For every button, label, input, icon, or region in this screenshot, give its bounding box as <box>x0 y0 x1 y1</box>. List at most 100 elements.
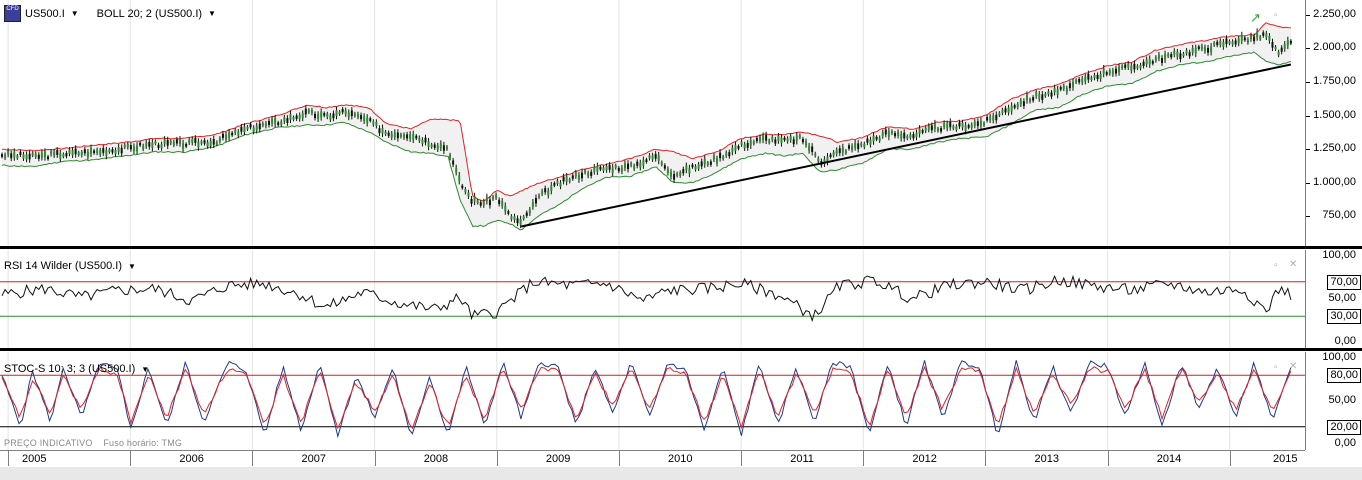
price-candle-body <box>584 170 587 173</box>
price-candle-body <box>1182 53 1185 57</box>
price-candle-body <box>841 147 844 153</box>
price-candle-body <box>1249 35 1252 40</box>
pane-separator[interactable] <box>0 348 1362 351</box>
price-candle-body <box>556 180 559 184</box>
price-candle-body <box>921 130 924 133</box>
price-candle-body <box>1050 92 1053 97</box>
price-candle-body <box>1056 89 1059 95</box>
price-candle-body <box>826 156 829 162</box>
pane-separator[interactable] <box>0 246 1362 249</box>
price-candle-body <box>789 136 792 141</box>
price-candle-body <box>507 211 510 214</box>
time-axis[interactable]: 2005 2006 2007 2008 2009 2010 2011 2012 2013 2014… <box>0 450 1305 468</box>
price-candle-body <box>669 171 672 177</box>
price-candle-body <box>762 135 765 141</box>
price-candle-body <box>498 199 501 204</box>
price-candle-body <box>835 149 838 154</box>
price-candle-body <box>249 124 252 128</box>
price-candle-body <box>1010 105 1013 112</box>
price-candle-body <box>89 148 92 154</box>
price-candle-body <box>688 168 691 174</box>
price-candle-body <box>86 151 89 157</box>
rsi-close-icon[interactable]: ✕ <box>1289 259 1298 270</box>
price-candle-body <box>986 117 989 121</box>
price-candle-body <box>289 114 292 120</box>
price-candle-body <box>295 115 298 119</box>
price-candle-body <box>363 116 366 122</box>
price-candle-body <box>568 179 571 182</box>
price-candle-body <box>817 158 820 162</box>
symbol-dropdown-icon[interactable]: ▼ <box>70 9 79 18</box>
rsi-y-axis: 100,00 70,00 50,00 30,00 0,00 <box>1306 249 1362 348</box>
x-tick-mark <box>618 451 620 466</box>
price-candle-body <box>795 135 798 142</box>
x-tick-mark <box>741 451 743 466</box>
price-candle-body <box>1025 94 1028 101</box>
x-tick-label: 2006 <box>179 453 204 465</box>
price-candle-body <box>307 109 310 113</box>
price-candle-body <box>970 124 973 128</box>
price-candle-body <box>958 122 961 127</box>
price-candle-body <box>700 161 703 167</box>
price-candle-body <box>1157 54 1160 59</box>
stoch-close-icon[interactable]: ✕ <box>1289 361 1298 372</box>
price-candle-body <box>246 126 249 130</box>
horizontal-scrollbar[interactable] <box>0 467 1362 480</box>
price-candle-body <box>679 172 682 176</box>
stoch-restore-icon[interactable]: ▫ <box>1274 362 1278 373</box>
price-candle-body <box>1222 41 1225 47</box>
price-candle-body <box>492 196 495 200</box>
price-candle-body <box>74 148 77 155</box>
price-candle-body <box>283 117 286 122</box>
price-candle-body <box>746 142 749 148</box>
x-tick-mark <box>985 451 987 466</box>
price-candle-body <box>1259 36 1262 40</box>
price-candle-body <box>786 138 789 142</box>
price-candle-body <box>7 150 10 155</box>
price-candle-body <box>452 160 455 165</box>
rsi-dropdown-icon[interactable]: ▼ <box>127 261 136 271</box>
price-candle-body <box>979 120 982 127</box>
price-candle-body <box>31 152 34 156</box>
rsi-title[interactable]: RSI 14 Wilder (US500.I) <box>4 260 122 272</box>
price-candle-body <box>811 146 814 153</box>
price-candle-body <box>261 123 264 126</box>
price-candle-body <box>930 125 933 131</box>
price-candle-body <box>623 163 626 169</box>
price-pane[interactable]: CFD US500.I ▼ BOLL 20; 2 (US500.I) ▼ ↗ ▫ <box>0 0 1306 246</box>
restore-icon[interactable]: ▫ <box>1274 10 1278 21</box>
price-candle-body <box>274 118 277 124</box>
price-candle-body <box>71 150 74 156</box>
rsi-restore-icon[interactable]: ▫ <box>1274 260 1278 271</box>
price-candle-body <box>648 155 651 159</box>
price-candle-body <box>758 136 761 141</box>
price-candle-body <box>946 123 949 129</box>
price-candle-body <box>1096 74 1099 80</box>
stoch-pane[interactable]: STOC-S 10; 3; 3 (US500.I) ▼ ▫ ✕ <box>0 352 1306 450</box>
price-candle-body <box>228 132 231 138</box>
price-candle-body <box>1111 70 1114 75</box>
overlay-label[interactable]: BOLL 20; 2 (US500.I) <box>96 7 203 20</box>
price-candle-body <box>105 150 108 156</box>
price-candle-body <box>1194 48 1197 54</box>
stoch-dropdown-icon[interactable]: ▼ <box>141 364 150 374</box>
price-candle-body <box>1243 37 1246 41</box>
price-y-tick: 2.250,00 <box>1313 7 1356 20</box>
price-y-axis: 2.250,00 2.000,00 1.750,00 1.500,00 1.250,00… <box>1306 0 1362 246</box>
stoch-title[interactable]: STOC-S 10; 3; 3 (US500.I) <box>4 363 136 375</box>
price-candle-body <box>627 163 630 170</box>
rsi-pane[interactable]: RSI 14 Wilder (US500.I) ▼ ▫ ✕ <box>0 250 1306 348</box>
overlay-dropdown-icon[interactable]: ▼ <box>208 9 216 18</box>
price-candle-body <box>906 136 909 139</box>
price-candle-body <box>973 121 976 126</box>
price-candle-body <box>399 134 402 137</box>
price-candle-body <box>1059 86 1062 90</box>
price-y-tick: 1.250,00 <box>1313 142 1356 155</box>
price-candle-body <box>53 151 56 156</box>
price-candle-body <box>1213 42 1216 46</box>
price-candle-body <box>13 151 16 158</box>
trend-tool-icon[interactable]: ↗ <box>1250 10 1261 25</box>
price-candle-body <box>936 128 939 132</box>
price-candle-body <box>298 114 301 120</box>
symbol-label[interactable]: US500.I <box>25 7 65 20</box>
